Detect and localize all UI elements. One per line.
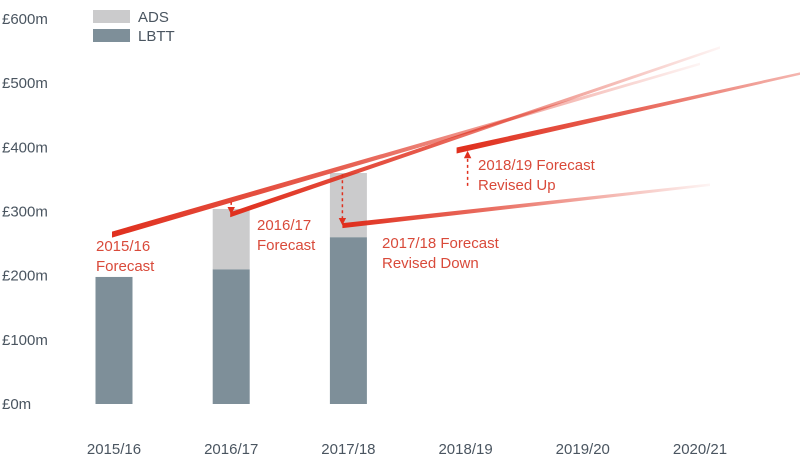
y-tick-label: £500m: [2, 75, 48, 92]
x-tick-label: 2019/20: [556, 441, 610, 458]
y-tick-label: £400m: [2, 139, 48, 156]
annotation-4-line-2: Revised Up: [478, 177, 556, 194]
bars: [95, 173, 367, 404]
bar-lbtt-2017-18: [329, 237, 367, 404]
forecast-annotations: 2015/16 Forecast 2016/17 Forecast 2017/18 Fo…: [96, 157, 596, 275]
x-tick-label: 2016/17: [204, 441, 258, 458]
revision-arrows: [227, 150, 472, 226]
forecast-line-3: [342, 183, 710, 229]
annotation-1-line-1: 2015/16: [96, 238, 150, 255]
x-tick-label: 2017/18: [321, 441, 375, 458]
bar-lbtt-2016-17: [212, 269, 250, 404]
x-tick-label: 2015/16: [87, 441, 141, 458]
y-tick-label: £300m: [2, 204, 48, 221]
annotation-3-line-1: 2017/18 Forecast: [382, 235, 500, 252]
y-tick-label: £200m: [2, 268, 48, 285]
x-tick-label: 2020/21: [673, 441, 727, 458]
legend-swatch-ads: [93, 10, 130, 23]
annotation-3-line-2: Revised Down: [382, 255, 479, 272]
annotation-2-line-2: Forecast: [257, 237, 316, 254]
bar-lbtt-2015-16: [95, 276, 133, 404]
forecast-line-2: [230, 46, 720, 218]
forecast-line-1: [112, 62, 700, 238]
y-tick-label: £600m: [2, 11, 48, 28]
forecast-line-4: [456, 72, 800, 154]
legend-label-ads: ADS: [138, 9, 169, 26]
bar-ads-2016-17: [212, 208, 250, 270]
y-tick-label: £100m: [2, 332, 48, 349]
bar-ads-2017-18: [329, 173, 367, 238]
y-tick-label: £0m: [2, 396, 31, 413]
annotation-1-line-2: Forecast: [96, 258, 155, 275]
x-tick-label: 2018/19: [438, 441, 492, 458]
x-axis-labels: 2015/16 2016/17 2017/18 2018/19 2019/20 2020/…: [87, 441, 727, 458]
annotation-2-line-1: 2016/17: [257, 217, 311, 234]
legend: ADS LBTT: [93, 9, 175, 45]
legend-label-lbtt: LBTT: [138, 28, 175, 45]
legend-swatch-lbtt: [93, 29, 130, 42]
forecast-lines: [112, 46, 800, 238]
y-axis-labels: £0m £100m £200m £300m £400m £500m £600m: [2, 11, 48, 413]
annotation-4-line-1: 2018/19 Forecast: [478, 157, 596, 174]
